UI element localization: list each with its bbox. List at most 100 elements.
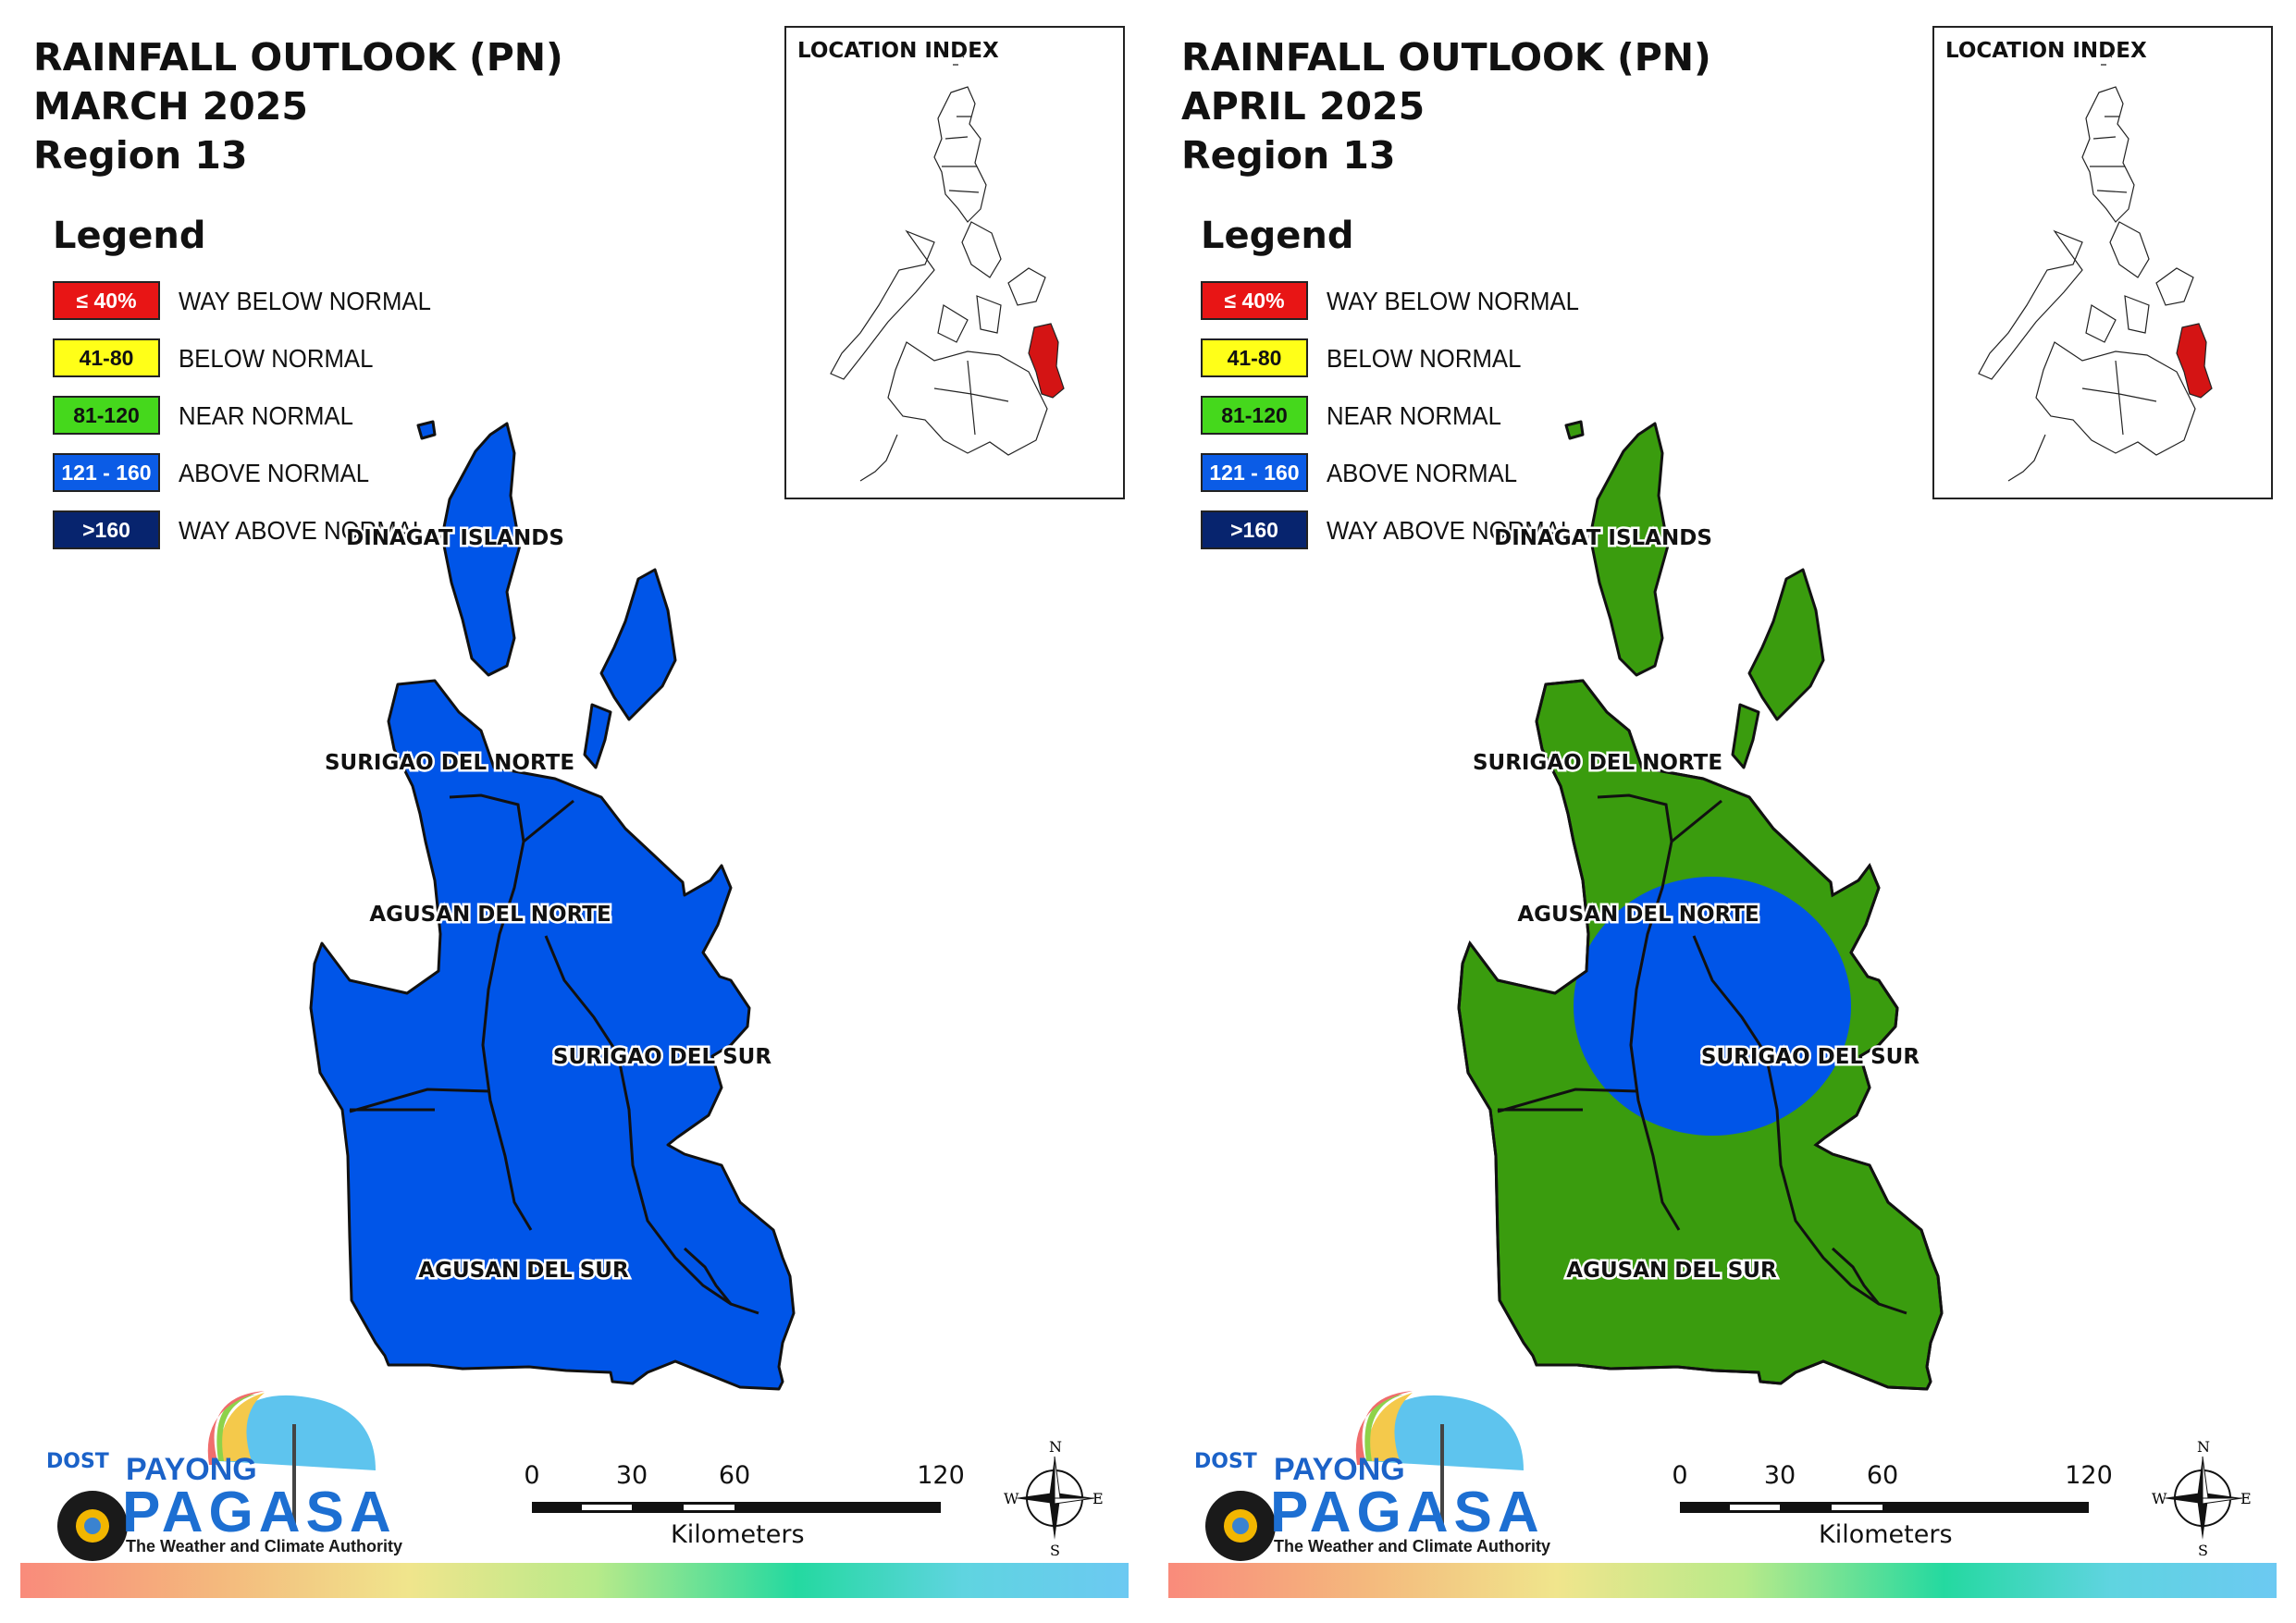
scale-bar: 0 30 60 120 Kilometers xyxy=(1671,1461,2115,1563)
label-dinagat: DINAGAT ISLANDS xyxy=(346,526,564,550)
region-13-map: DINAGAT ISLANDS SURIGAO DEL NORTE AGUSAN… xyxy=(1457,420,1944,1391)
dinagat-shape xyxy=(1588,422,1670,677)
title-line-1: RAINFALL OUTLOOK (PN) xyxy=(1181,35,1711,80)
scale-tick: 30 xyxy=(1763,1461,1796,1490)
pagasa-logo: DOST PAYONG PAGASA The Weather and Clima… xyxy=(33,1387,403,1563)
compass-s: S xyxy=(2198,1542,2208,1559)
philippines-outline xyxy=(830,53,1065,482)
scale-segments xyxy=(1680,1502,2089,1513)
legend-heading: Legend xyxy=(53,215,206,257)
legend-label: ABOVE NORMAL xyxy=(179,459,370,487)
pagasa-logo-art xyxy=(57,1391,376,1561)
legend-heading: Legend xyxy=(1201,215,1354,257)
legend-label: WAY ABOVE NORMAL xyxy=(1327,516,1574,545)
pagasa-logo-art xyxy=(1205,1391,1524,1561)
scale-unit: Kilometers xyxy=(1819,1520,1953,1549)
compass-e: E xyxy=(1092,1490,1104,1507)
mainland-shape xyxy=(309,679,796,1391)
location-index-inset: LOCATION INDEX xyxy=(784,26,1125,499)
inset-title: LOCATION INDEX xyxy=(1945,39,2147,63)
title-line-2: APRIL 2025 xyxy=(1181,84,1426,129)
compass-s: S xyxy=(1050,1542,1060,1559)
legend-swatch: 121 - 160 xyxy=(53,453,160,492)
title-line-1: RAINFALL OUTLOOK (PN) xyxy=(33,35,563,80)
label-dinagat: DINAGAT ISLANDS xyxy=(1494,526,1712,550)
title-line-3: Region 13 xyxy=(1181,133,1396,178)
logo-payong: PAYONG xyxy=(1274,1452,1405,1487)
siargao-shape xyxy=(599,568,677,721)
map-title: RAINFALL OUTLOOK (PN) APRIL 2025 Region … xyxy=(1181,33,1711,180)
pagasa-logo: DOST PAYONG PAGASA The Weather and Clima… xyxy=(1181,1387,1551,1563)
compass-w: W xyxy=(2152,1490,2167,1507)
label-surigao-sur: SURIGAO DEL SUR xyxy=(553,1045,772,1069)
logo-dost: DOST xyxy=(46,1450,109,1473)
scale-segments xyxy=(532,1502,941,1513)
dinagat-shape xyxy=(440,422,522,677)
logo-tagline: The Weather and Climate Authority xyxy=(1274,1537,1551,1555)
label-agusan-norte: AGUSAN DEL NORTE xyxy=(1517,903,1759,927)
scale-tick: 60 xyxy=(1866,1461,1899,1490)
legend-swatch: ≤ 40% xyxy=(53,281,160,320)
legend-item-way-above: >160 WAY ABOVE NORMAL xyxy=(53,510,497,551)
scale-tick: 30 xyxy=(615,1461,648,1490)
above-normal-zone xyxy=(1574,877,1851,1136)
legend-item-below: 41-80 BELOW NORMAL xyxy=(53,338,497,379)
logo-dost: DOST xyxy=(1194,1450,1257,1473)
legend-swatch: 81-120 xyxy=(1201,396,1308,435)
map-panel-march: RAINFALL OUTLOOK (PN) MARCH 2025 Region … xyxy=(20,26,1129,1598)
legend-label: NEAR NORMAL xyxy=(179,401,353,430)
scale-tick: 0 xyxy=(1672,1461,1688,1490)
legend-swatch: 41-80 xyxy=(53,338,160,377)
region-13-map: DINAGAT ISLANDS SURIGAO DEL NORTE AGUSAN… xyxy=(309,420,796,1391)
legend-item-way-below: ≤ 40% WAY BELOW NORMAL xyxy=(53,281,497,322)
legend-item-above: 121 - 160 ABOVE NORMAL xyxy=(53,453,497,494)
legend-label: ABOVE NORMAL xyxy=(1327,459,1518,487)
region-13-highlight xyxy=(1028,323,1065,399)
legend-item-above: 121 - 160 ABOVE NORMAL xyxy=(1201,453,1645,494)
province-shapes xyxy=(309,420,796,1391)
compass-rose: N S E W xyxy=(1004,1438,1105,1559)
compass-rose: N S E W xyxy=(2152,1438,2253,1559)
location-index-inset: LOCATION INDEX xyxy=(1932,26,2273,499)
legend-swatch: 41-80 xyxy=(1201,338,1308,377)
title-line-3: Region 13 xyxy=(33,133,248,178)
scale-tick: 120 xyxy=(917,1461,965,1490)
legend-swatch: 121 - 160 xyxy=(1201,453,1308,492)
legend-label: NEAR NORMAL xyxy=(1327,401,1501,430)
legend-item-way-above: >160 WAY ABOVE NORMAL xyxy=(1201,510,1645,551)
scale-bar: 0 30 60 120 Kilometers xyxy=(523,1461,967,1563)
scale-tick: 120 xyxy=(2065,1461,2113,1490)
compass-rose-art xyxy=(2163,1456,2243,1540)
siargao-south xyxy=(583,703,612,769)
label-surigao-norte: SURIGAO DEL NORTE xyxy=(1473,751,1722,775)
map-panel-april: RAINFALL OUTLOOK (PN) APRIL 2025 Region … xyxy=(1148,0,2296,1623)
label-surigao-sur: SURIGAO DEL SUR xyxy=(1701,1045,1920,1069)
region-13-highlight xyxy=(2176,323,2213,399)
map-title: RAINFALL OUTLOOK (PN) MARCH 2025 Region … xyxy=(33,33,563,180)
legend-label: BELOW NORMAL xyxy=(179,344,374,373)
logo-pagasa: PAGASA xyxy=(122,1481,397,1544)
siargao-shape xyxy=(1747,568,1825,721)
siargao-south xyxy=(1731,703,1760,769)
label-agusan-sur: AGUSAN DEL SUR xyxy=(418,1259,629,1283)
scale-unit: Kilometers xyxy=(671,1520,805,1549)
compass-rose-art xyxy=(1015,1456,1095,1540)
scale-tick: 0 xyxy=(524,1461,540,1490)
compass-n: N xyxy=(2197,1438,2210,1456)
legend-item-near: 81-120 NEAR NORMAL xyxy=(1201,396,1645,436)
legend-swatch: ≤ 40% xyxy=(1201,281,1308,320)
philippines-outline xyxy=(1978,53,2213,482)
province-boundaries xyxy=(349,793,759,1315)
legend-swatch: >160 xyxy=(1201,510,1308,549)
logo-pagasa: PAGASA xyxy=(1270,1481,1545,1544)
legend-label: WAY ABOVE NORMAL xyxy=(179,516,426,545)
legend-item-near: 81-120 NEAR NORMAL xyxy=(53,396,497,436)
legend-swatch: 81-120 xyxy=(53,396,160,435)
scale-tick: 60 xyxy=(718,1461,751,1490)
color-gradient-bar xyxy=(20,1563,1129,1598)
logo-tagline: The Weather and Climate Authority xyxy=(126,1537,403,1555)
compass-n: N xyxy=(1049,1438,1062,1456)
color-gradient-bar xyxy=(1168,1563,2277,1598)
inset-title: LOCATION INDEX xyxy=(797,39,999,63)
dinagat-islet xyxy=(416,420,437,440)
